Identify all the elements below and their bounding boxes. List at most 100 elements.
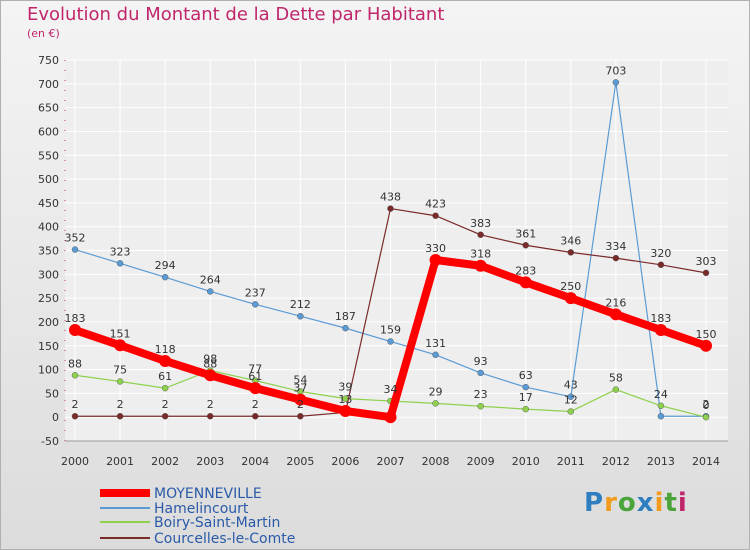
data-label: 77 xyxy=(248,363,262,376)
data-label: 346 xyxy=(560,234,581,247)
data-label: 334 xyxy=(605,240,626,253)
data-label: 54 xyxy=(293,373,307,386)
y-tick-label: 300 xyxy=(38,268,59,281)
data-label: 438 xyxy=(380,191,401,204)
y-tick-label: 350 xyxy=(38,245,59,258)
data-label: 0 xyxy=(703,399,710,412)
x-tick-label: 2012 xyxy=(602,455,630,468)
data-point xyxy=(612,254,620,262)
data-point xyxy=(161,413,169,420)
x-tick-label: 2003 xyxy=(196,455,224,468)
data-label: 37 xyxy=(293,382,307,395)
data-label: 250 xyxy=(560,280,581,293)
data-point xyxy=(297,413,304,420)
legend-label: Boiry-Saint-Martin xyxy=(154,515,280,531)
data-point xyxy=(114,339,127,352)
x-tick-label: 2002 xyxy=(151,455,179,468)
y-tick-label: 600 xyxy=(38,125,59,138)
data-point xyxy=(116,378,124,385)
y-tick-label: 50 xyxy=(45,387,59,400)
y-tick-label: 650 xyxy=(38,102,59,115)
data-point xyxy=(519,276,532,289)
data-label: 2 xyxy=(297,398,304,411)
data-point xyxy=(204,369,217,382)
data-point xyxy=(432,351,439,358)
data-point xyxy=(432,212,439,219)
data-point xyxy=(249,382,262,395)
data-point xyxy=(161,384,169,392)
data-point xyxy=(339,404,352,417)
data-label: 61 xyxy=(158,370,172,383)
data-label: 34 xyxy=(384,383,398,396)
data-label: 2 xyxy=(72,398,79,411)
y-tick-label: 500 xyxy=(38,173,59,186)
data-label: 151 xyxy=(110,327,131,340)
data-point xyxy=(207,288,214,295)
y-tick-label: 450 xyxy=(38,197,59,210)
y-tick-label: 0 xyxy=(52,411,59,424)
data-label: 75 xyxy=(113,363,127,376)
data-label: 264 xyxy=(200,273,221,286)
data-label: 2 xyxy=(207,398,214,411)
data-point xyxy=(612,386,620,393)
legend-label: Courcelles-le-Comte xyxy=(154,531,295,547)
x-tick-label: 2014 xyxy=(692,455,720,468)
data-point xyxy=(522,405,529,413)
data-point xyxy=(69,324,81,337)
data-label: 294 xyxy=(155,259,176,272)
data-label: 2 xyxy=(117,398,124,411)
chart-subtitle: (en €) xyxy=(27,27,60,40)
data-point xyxy=(252,413,259,420)
x-tick-label: 2013 xyxy=(647,455,675,468)
x-tick-label: 2001 xyxy=(106,455,134,468)
data-label: 98 xyxy=(203,353,217,366)
data-label: 29 xyxy=(429,385,443,398)
data-label: 88 xyxy=(203,357,217,370)
data-label: 318 xyxy=(470,248,491,261)
legend-label: MOYENNEVILLE xyxy=(154,486,262,502)
data-point xyxy=(522,242,529,249)
data-labels: 183 151 118 88 61 37 13 330 318 283 250 216 183 150 35… xyxy=(65,64,717,412)
data-point xyxy=(474,259,487,272)
data-point xyxy=(612,79,620,86)
data-label: 361 xyxy=(515,227,536,240)
data-point xyxy=(477,231,484,238)
data-point xyxy=(702,269,710,277)
data-point xyxy=(657,261,665,268)
data-label: 43 xyxy=(564,379,578,392)
data-label: 88 xyxy=(68,357,82,370)
x-tick-label: 2006 xyxy=(331,455,359,468)
data-point xyxy=(522,383,529,391)
data-label: 216 xyxy=(605,296,626,309)
data-point xyxy=(477,403,484,410)
data-label: 187 xyxy=(335,310,356,323)
data-label: 352 xyxy=(65,232,86,245)
data-point xyxy=(116,260,124,267)
data-point xyxy=(384,411,397,424)
data-label: 323 xyxy=(110,245,131,258)
data-point xyxy=(477,369,484,377)
data-label: 283 xyxy=(515,264,536,277)
x-tick-label: 2007 xyxy=(377,455,405,468)
data-label: 183 xyxy=(65,312,86,325)
data-label: 212 xyxy=(290,298,311,311)
data-point xyxy=(702,413,710,421)
data-point xyxy=(654,324,667,337)
data-label: 320 xyxy=(650,247,671,260)
data-label: 13 xyxy=(338,393,352,406)
data-label: 24 xyxy=(654,388,668,401)
data-point xyxy=(432,400,439,407)
y-tick-label: 700 xyxy=(38,78,59,91)
data-point xyxy=(567,408,574,415)
data-point xyxy=(657,413,665,420)
data-point xyxy=(71,413,79,420)
y-tick-label: 250 xyxy=(38,292,59,305)
data-label: 150 xyxy=(696,328,717,341)
legend-label: Hamelincourt xyxy=(154,501,249,517)
y-tick-label: -50 xyxy=(41,435,59,448)
data-label: 2 xyxy=(703,398,710,411)
data-point xyxy=(567,393,574,400)
data-point xyxy=(294,393,307,406)
data-label: 63 xyxy=(519,369,533,382)
